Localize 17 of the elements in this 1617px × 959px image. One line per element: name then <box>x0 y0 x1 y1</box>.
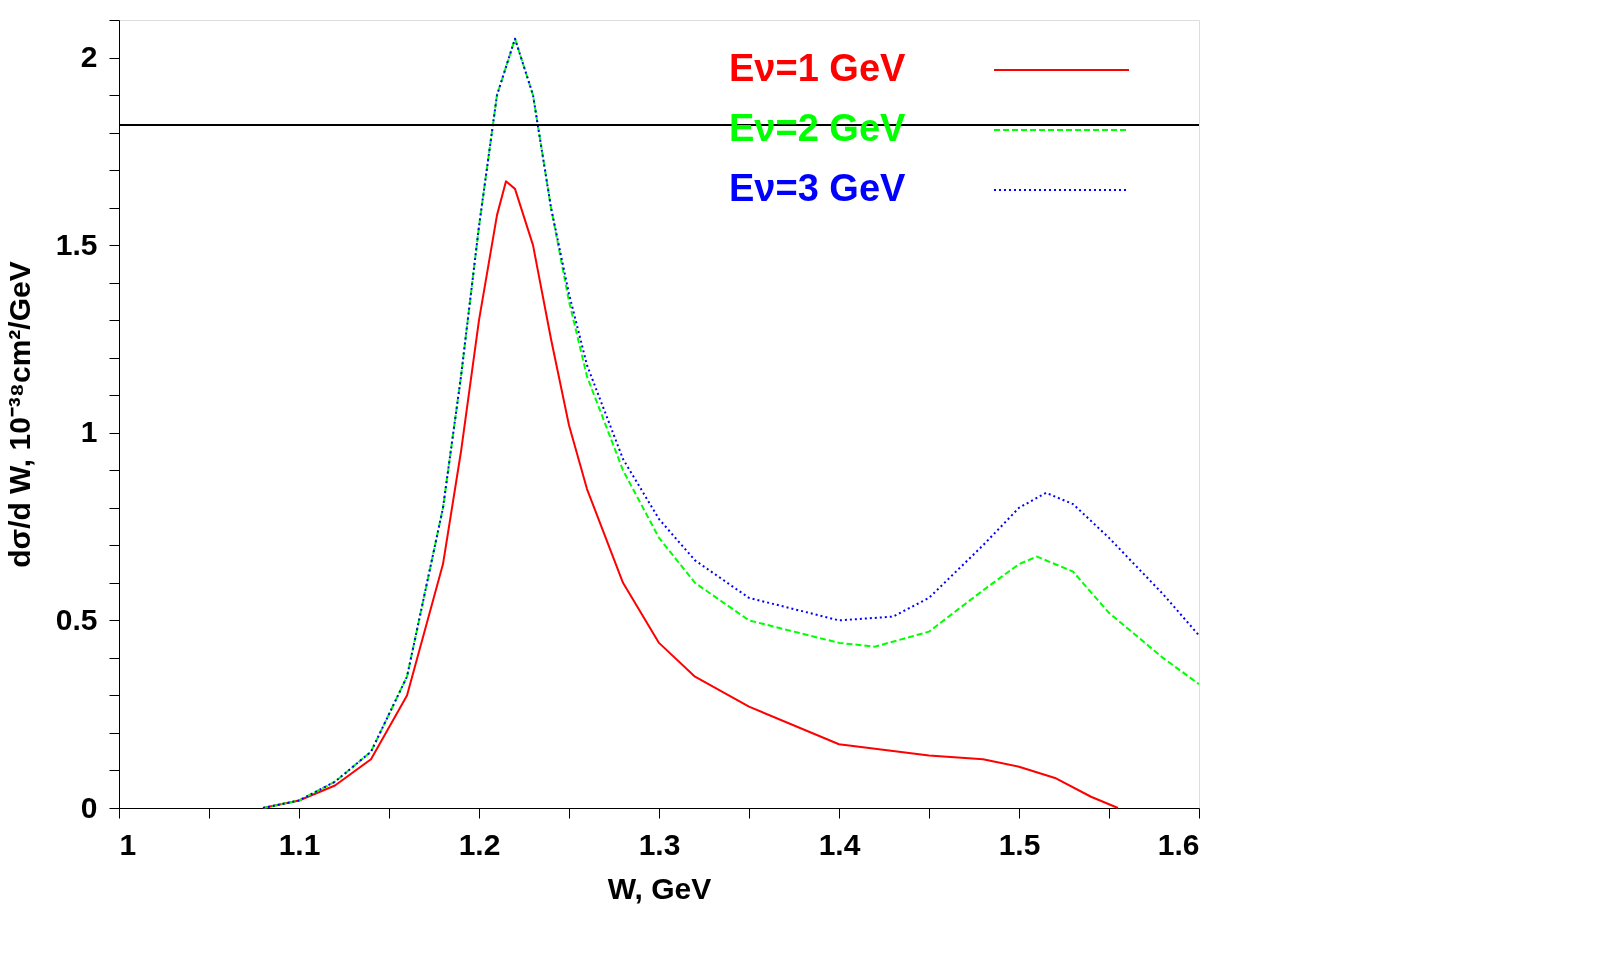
line-series <box>262 37 1200 809</box>
x-tick-label: 1.2 <box>458 827 501 861</box>
y-tick-label: 1 <box>80 415 98 449</box>
y-tick-label: 0 <box>80 790 98 824</box>
y-tick-label: 2 <box>80 40 98 74</box>
y-tick-label: 0.5 <box>55 602 98 636</box>
x-tick-label: 1.6 <box>1157 827 1200 861</box>
legend-label: Eν=3 GeV <box>729 167 907 209</box>
x-tick-label: 1.5 <box>998 827 1041 861</box>
x-tick-label: 1.3 <box>638 827 681 861</box>
x-axis-title: W, GeV <box>607 871 712 905</box>
y-tick-label: 1.5 <box>55 227 98 261</box>
x-tick-label: 1 <box>119 827 137 861</box>
x-tick-label: 1.4 <box>818 827 861 861</box>
y-axis-title: dσ/d W, 10⁻³⁸cm²/GeV <box>2 261 36 568</box>
x-tick-label: 1.1 <box>278 827 321 861</box>
legend-label: Eν=1 GeV <box>729 47 907 89</box>
